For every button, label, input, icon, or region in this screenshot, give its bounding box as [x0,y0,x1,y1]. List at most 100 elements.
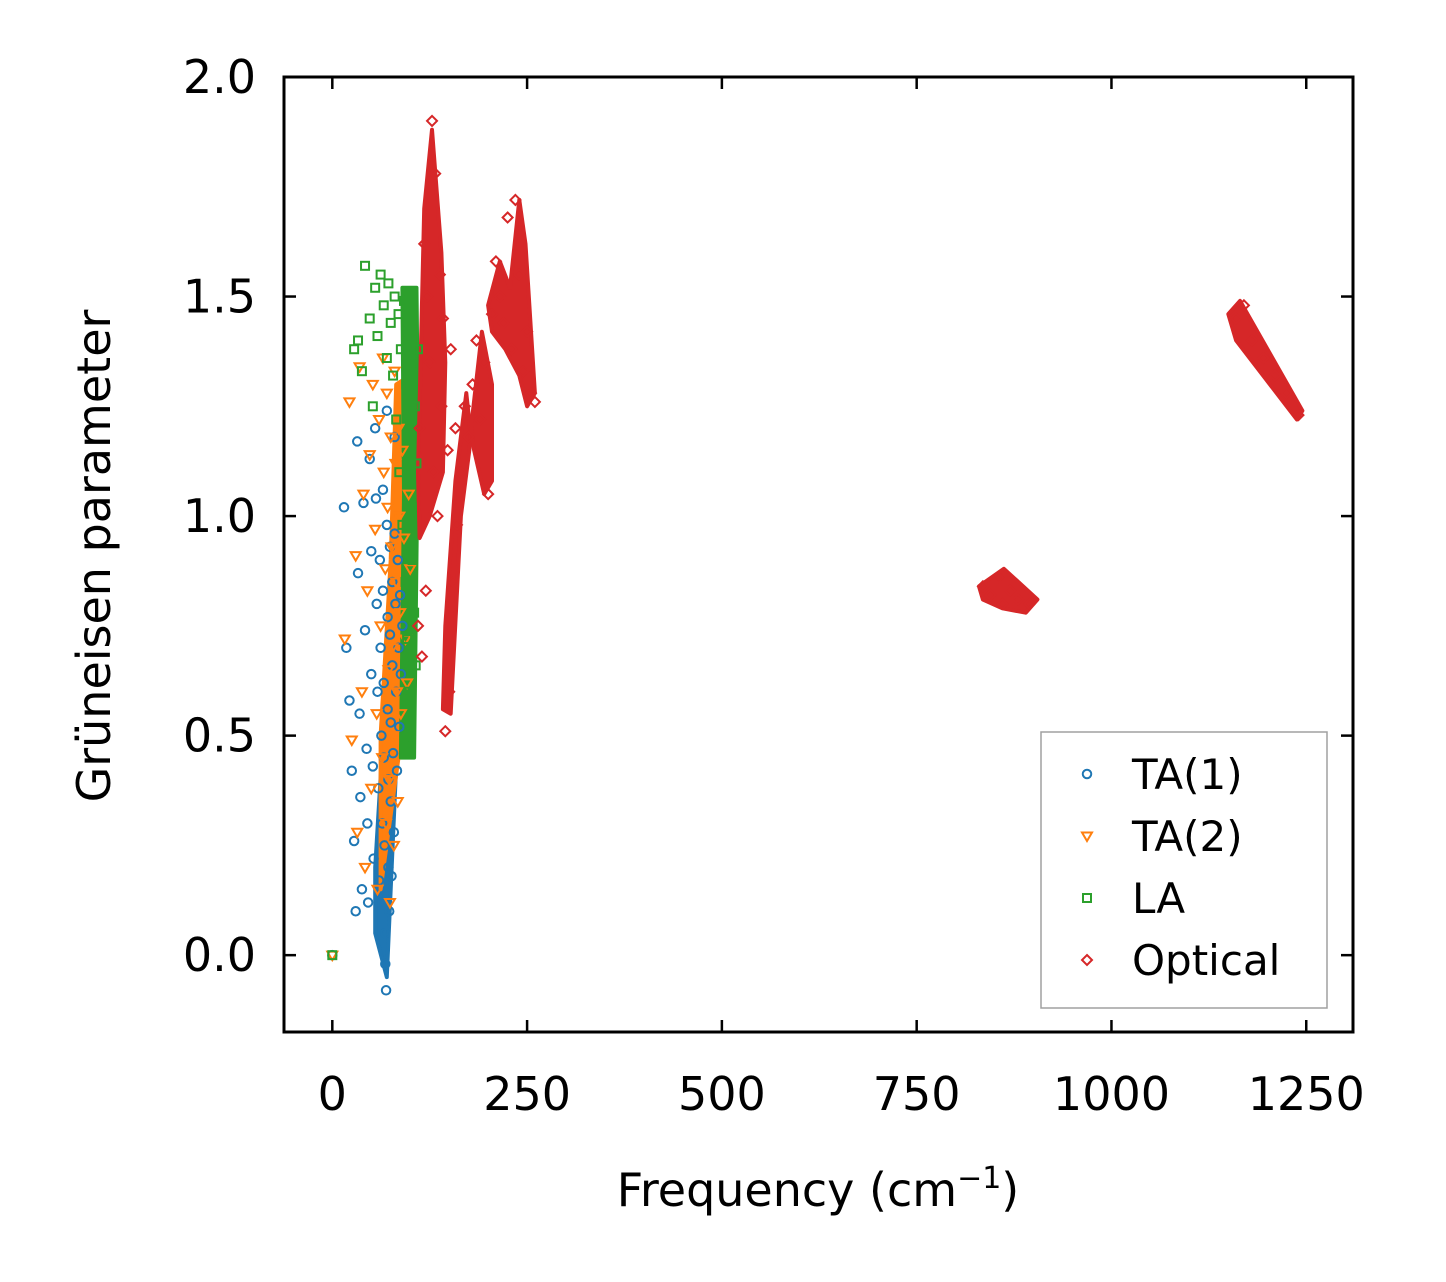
point-optical [477,355,491,369]
point-optical [413,421,426,435]
point-ta1 [362,897,374,908]
point-ta2 [385,643,400,655]
point-cloud-la-2 [398,285,420,760]
point-ta1 [379,840,390,851]
point-ta1 [394,589,406,601]
x-tick-label: 0 [318,1067,347,1121]
point-la [349,344,360,355]
y-tick-label: 2.0 [183,50,256,104]
point-ta2 [397,533,411,546]
x-axis-title: Frequency (cm−1) [617,1161,1020,1217]
point-ta1 [390,598,401,610]
legend-label-ta2: TA(2) [1131,812,1243,861]
point-ta2 [350,827,364,840]
point-optical [489,254,503,268]
point-ta1 [367,761,379,772]
point-optical [995,597,1009,611]
point-optical [466,377,479,391]
point-ta2 [375,753,389,765]
point-ta2 [391,423,406,436]
point-ta1 [355,791,366,803]
point-ta2 [355,687,369,699]
point-la [383,278,394,289]
point-ta2 [379,818,393,831]
point-optical [524,386,538,400]
point-optical [984,588,998,602]
point-ta2 [387,840,401,853]
point-ta2 [378,564,393,576]
point-ta1 [388,826,400,838]
point-ta2 [362,450,377,462]
point-optical [444,342,458,356]
point-la [370,282,381,293]
point-ta1 [356,884,368,895]
x-tick-label: 1250 [1248,1067,1365,1121]
point-optical [1256,351,1270,365]
point-optical [1003,584,1017,598]
point-ta1 [344,695,355,706]
point-cloud-optical-7 [977,566,1040,615]
point-la [389,291,400,302]
point-optical [427,465,441,479]
legend-marker-la [1082,893,1092,903]
point-la [381,353,392,364]
point-la [388,370,399,381]
point-la [409,401,420,412]
point-la [406,739,417,750]
point-ta2 [342,397,357,409]
point-ta2 [390,687,404,699]
point-ta2 [383,897,397,910]
y-tick-label: 0.0 [183,928,256,982]
point-ta2 [394,709,408,721]
y-tick-label: 1.5 [183,270,256,324]
point-la [385,317,396,328]
point-optical [520,325,534,339]
legend-marker-ta1 [1081,768,1093,780]
x-tick-label: 1000 [1053,1067,1170,1121]
point-optical [1292,408,1305,422]
point-ta2 [388,458,403,471]
point-ta2 [386,731,400,743]
point-ta2 [372,414,386,427]
point-ta1 [375,642,386,654]
point-la [367,401,378,412]
point-la [356,366,367,377]
point-la [401,379,412,390]
point-ta1 [377,585,389,596]
point-optical [434,399,448,413]
point-optical [1011,593,1025,606]
point-ta1 [372,686,383,697]
x-tick-label: 750 [873,1067,961,1121]
point-optical [450,518,464,532]
point-ta2 [366,379,380,392]
point-la [411,458,422,469]
point-optical [493,290,507,303]
point-ta1 [368,853,379,864]
point-la [404,686,415,697]
point-la [406,502,417,513]
point-la [408,357,419,368]
point-ta2 [403,564,417,576]
point-optical [505,342,518,356]
legend-label-optical: Optical [1132,936,1280,985]
point-la [402,634,413,645]
point-ta2 [338,634,352,646]
point-ta1 [348,835,360,847]
point-ta2 [383,432,398,445]
point-ta1 [395,668,407,680]
point-ta1 [381,405,393,416]
point-ta1 [382,611,393,623]
point-la [405,432,416,443]
point-optical [1023,597,1037,611]
point-optical [417,237,431,251]
point-cloud-optical-3 [416,127,448,540]
point-ta1 [346,765,358,776]
point-optical [516,364,530,378]
point-optical [1268,369,1282,382]
point-optical [425,114,439,128]
point-optical [431,509,444,523]
point-la [410,660,421,671]
point-la [407,554,418,565]
point-ta1 [371,598,382,610]
